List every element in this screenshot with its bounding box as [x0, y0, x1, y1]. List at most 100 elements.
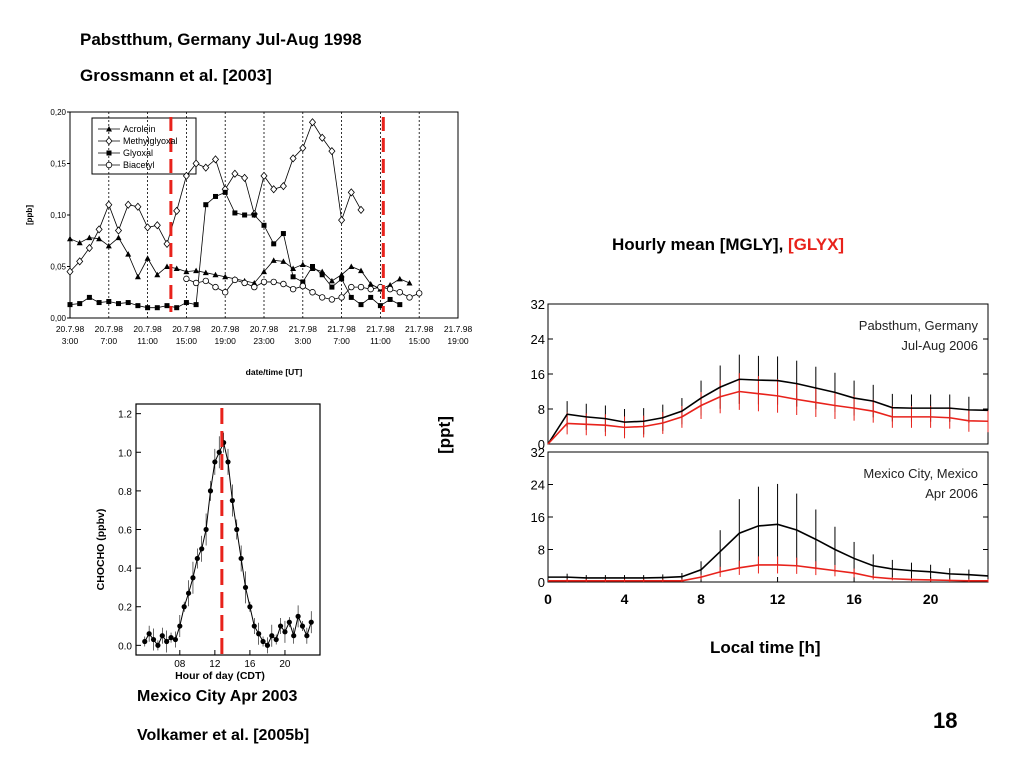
x-tick-label: 11:00 [370, 336, 391, 346]
x-tick-label: 15:00 [176, 336, 198, 346]
data-point [260, 278, 268, 286]
data-point [338, 216, 346, 225]
right-heading: Hourly mean [MGLY], [GLYX] [612, 235, 844, 255]
data-point [251, 623, 257, 629]
data-point [269, 633, 275, 639]
data-point [397, 302, 403, 308]
data-point [256, 631, 262, 637]
data-point [290, 274, 296, 280]
panel-subtitle: Apr 2006 [925, 486, 978, 501]
data-point [308, 619, 314, 625]
data-point [339, 276, 345, 282]
data-point [282, 629, 288, 635]
x-tick-label: 20.7.98 [95, 324, 124, 334]
data-point [387, 282, 394, 288]
y-tick-label: 0.2 [118, 603, 132, 614]
data-point [338, 294, 345, 301]
data-point [396, 275, 403, 282]
y-tick-label: 0 [538, 437, 545, 452]
x-tick-label: 4 [621, 591, 629, 607]
x-axis-label: Hour of day (CDT) [175, 670, 265, 682]
x-axis-label: date/time [UT] [246, 367, 303, 377]
data-point [241, 173, 249, 183]
y-tick-label: 0.8 [118, 487, 132, 498]
y-axis-label: CHOCHO (ppbv) [95, 509, 107, 591]
legend-label: Acrolein [123, 124, 156, 134]
right-xlabel: Local time [h] [710, 638, 821, 657]
data-point [299, 261, 306, 267]
data-point [367, 285, 374, 293]
data-point [289, 154, 297, 163]
data-point [145, 305, 151, 311]
series-line-mgly [548, 523, 989, 579]
y-tick-label: 32 [531, 445, 545, 460]
data-point [86, 294, 92, 300]
data-point [134, 202, 142, 211]
data-point [231, 169, 239, 178]
x-tick-label: 20.7.98 [56, 324, 85, 334]
data-point [264, 642, 271, 648]
data-point [173, 265, 180, 272]
mexico-2006-chart: 0 8 16 24 32 Mexico City, Mexico Apr 2006 0 4 8 12… [531, 445, 989, 607]
x-tick-label: 19:00 [215, 336, 237, 346]
x-tick-label: 21.7.98 [405, 324, 434, 334]
x-tick-label: 11:00 [137, 336, 158, 346]
data-point [142, 638, 148, 645]
legend-label: Biacetyl [123, 160, 155, 170]
data-point [260, 638, 266, 645]
bottom-title: Mexico City Apr 2003 [137, 688, 298, 705]
data-point [67, 302, 73, 308]
data-point [358, 267, 364, 274]
y-tick-label: 16 [531, 510, 545, 525]
y-tick-label: 1.2 [118, 410, 132, 421]
data-point [261, 268, 267, 275]
x-tick-label: 20 [923, 591, 939, 607]
y-tick-label: 0,15 [50, 160, 66, 169]
bottom-citation: Volkamer et al. [2005b] [137, 727, 310, 744]
data-point [299, 282, 306, 290]
data-point [280, 258, 287, 264]
x-tick-label: 3:00 [62, 336, 79, 346]
y-tick-label: 0.6 [118, 526, 132, 537]
data-point [231, 276, 239, 284]
data-point [247, 604, 253, 610]
data-point [124, 200, 132, 209]
data-point [144, 255, 151, 261]
panel-title: Mexico City, Mexico [863, 466, 978, 481]
data-point [289, 285, 297, 293]
data-point [291, 633, 297, 639]
x-tick-label: 23:00 [253, 336, 275, 346]
data-point [328, 147, 336, 156]
data-point [251, 279, 258, 286]
data-point [229, 497, 235, 504]
series-line-glyx [548, 564, 988, 582]
data-point [183, 300, 189, 306]
data-point [241, 279, 248, 287]
data-point [105, 161, 113, 169]
data-point [77, 301, 83, 307]
x-tick-label: 15:00 [409, 336, 431, 346]
data-point [106, 126, 112, 132]
data-point [308, 118, 317, 127]
right-ylabel: [ppt] [434, 416, 454, 454]
data-point [358, 302, 364, 308]
data-point [222, 189, 228, 195]
x-tick-label: 21.7.98 [289, 324, 318, 334]
data-point [242, 212, 248, 218]
data-point [318, 133, 326, 142]
data-point [280, 280, 287, 288]
mexico-2003-chart: 0.0 0.2 0.4 0.6 0.8 1.0 1.2 08 12 16 20 Hour of day… [95, 403, 321, 682]
data-point [357, 283, 365, 291]
data-point [154, 305, 160, 311]
x-tick-label: 21.7.98 [327, 324, 356, 334]
data-point [225, 459, 231, 465]
y-tick-label: 8 [538, 402, 545, 417]
data-point [273, 636, 279, 643]
data-point [115, 234, 122, 241]
data-point [202, 277, 209, 285]
data-point [280, 231, 286, 237]
legend-label: Glyoxal [123, 148, 153, 158]
data-point [406, 294, 413, 301]
x-tick-label: 08 [174, 659, 186, 670]
data-point [105, 136, 113, 146]
